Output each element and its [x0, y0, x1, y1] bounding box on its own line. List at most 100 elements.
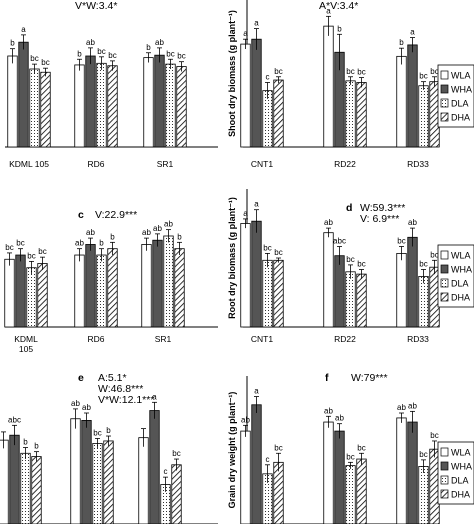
significance-letter: bc — [397, 237, 405, 246]
bar-wha-2 — [154, 54, 165, 148]
y-axis-title: Grain dry weight (g plant⁻¹) — [227, 392, 237, 509]
significance-letter: bc — [177, 52, 185, 61]
stats-annotation: W:59.3*** — [360, 202, 405, 214]
significance-letter: a — [152, 392, 157, 401]
x-tick-label: CNT1 — [251, 159, 273, 169]
legend-label: WLA — [451, 251, 471, 261]
bar-dha-0 — [273, 259, 284, 328]
legend-swatch-dha — [440, 292, 449, 302]
legend-swatch-dha — [440, 489, 449, 499]
significance-letter: b — [77, 49, 82, 58]
significance-letter: bc — [357, 260, 365, 269]
significance-letter: bc — [346, 67, 354, 76]
significance-letter: bc — [346, 452, 354, 461]
stats-annotation: A*V:3.4* — [319, 0, 358, 12]
significance-letter: b — [106, 426, 111, 435]
significance-letter: b — [23, 438, 28, 447]
x-tick-label: SR1 — [157, 159, 174, 169]
significance-letter: ab — [153, 224, 162, 233]
legend-label: DLA — [451, 99, 469, 109]
significance-letter: ab — [86, 38, 95, 47]
bar-wha-1 — [334, 255, 345, 328]
significance-letter: ab — [86, 228, 95, 237]
bar-dla-1 — [345, 465, 356, 524]
significance-letter: ab — [397, 403, 406, 412]
bar-wha-2 — [152, 239, 163, 328]
legend-label: DHA — [451, 113, 470, 123]
significance-letter: bc — [41, 58, 49, 67]
significance-letter: ab — [164, 220, 173, 229]
bar-dha-0 — [273, 461, 284, 524]
bar-wla-0 — [4, 258, 15, 328]
legend-swatch-wla — [440, 250, 449, 260]
legend-swatch-dha — [440, 112, 449, 122]
significance-letter: bc — [30, 54, 38, 63]
legend-swatch-wla — [440, 447, 449, 457]
x-tick-label: RD6 — [87, 159, 104, 169]
bar-dla-1 — [92, 443, 103, 524]
significance-letter: ab — [324, 406, 333, 415]
legend-swatch-wla — [440, 70, 449, 80]
bar-dha-0 — [37, 263, 48, 328]
significance-letter: bc — [97, 47, 105, 56]
stats-annotation: V: 6.9*** — [360, 213, 399, 225]
bar-wla-1 — [70, 418, 81, 524]
significance-letter: c — [164, 467, 168, 476]
stats-annotation: W:46.8*** — [98, 383, 143, 395]
bar-dla-1 — [345, 271, 356, 328]
stats-annotation: V*W:3.4* — [75, 0, 117, 12]
bar-dla-0 — [262, 90, 273, 148]
bar-wla-0 — [7, 55, 18, 148]
legend-swatch-dla — [440, 475, 449, 485]
significance-letter: b — [337, 24, 342, 33]
significance-letter: bc — [419, 450, 427, 459]
bar-dha-2 — [171, 464, 182, 524]
significance-letter: c — [266, 72, 270, 81]
significance-letter: bc — [357, 443, 365, 452]
bar-dha-1 — [356, 82, 367, 148]
legend-label: DLA — [451, 476, 469, 486]
legend-label: DHA — [451, 293, 470, 303]
bar-dha-1 — [356, 458, 367, 524]
bar-wla-2 — [138, 437, 149, 524]
bar-wla-2 — [143, 57, 154, 148]
significance-letter: a — [21, 25, 26, 34]
significance-letter: ab — [335, 414, 344, 423]
bar-dha-0 — [40, 71, 51, 148]
bar-dha-2 — [176, 66, 187, 148]
significance-letter: bc — [16, 239, 24, 248]
significance-letter: bc — [346, 255, 354, 264]
bar-wha-2 — [407, 44, 418, 148]
stats-annotation: A:5.1* — [98, 372, 127, 384]
x-tick-label: CNT1 — [251, 334, 273, 344]
bar-wha-2 — [149, 410, 160, 524]
x-tick-label: RD22 — [334, 159, 356, 169]
significance-letter: a — [254, 200, 259, 209]
bar-wla-1 — [323, 421, 334, 524]
x-tick-label: 105 — [19, 344, 33, 354]
bar-dla-1 — [345, 80, 356, 148]
significance-letter: ab — [142, 228, 151, 237]
bar-dha-1 — [107, 248, 118, 328]
legend-swatch-wha — [440, 461, 449, 471]
y-axis-title: Shoot dry biomass (g plant⁻¹) — [227, 10, 237, 137]
bar-wha-1 — [85, 244, 96, 328]
significance-letter: ab — [75, 239, 84, 248]
bar-wla-2 — [141, 244, 152, 328]
significance-letter: bc — [430, 431, 438, 440]
bar-wha-2 — [407, 236, 418, 328]
bar-dla-2 — [418, 275, 429, 328]
legend-swatch-wha — [440, 84, 449, 94]
significance-letter: a — [410, 28, 415, 37]
bar-wha-0 — [251, 220, 262, 328]
bar-dha-1 — [356, 273, 367, 328]
x-tick-label: RD33 — [407, 159, 429, 169]
bar-wla-1 — [74, 254, 85, 328]
significance-letter: abc — [333, 237, 346, 246]
legend-label: DLA — [451, 279, 469, 289]
bar-dla-2 — [165, 63, 176, 148]
significance-letter: b — [99, 239, 104, 248]
